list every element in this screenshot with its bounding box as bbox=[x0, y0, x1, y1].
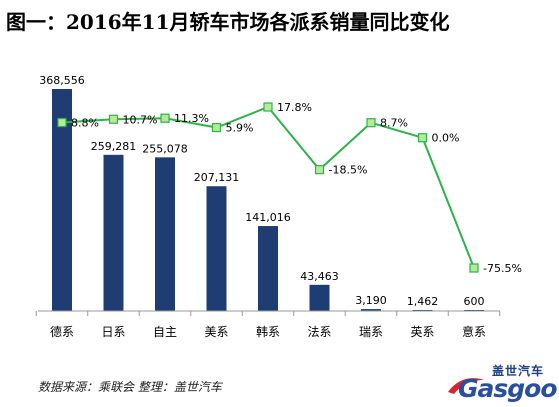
category-label: 美系 bbox=[204, 325, 228, 339]
bar-value-labels: 368,556 259,281 255,078 207,131 141,016 43,46… bbox=[39, 74, 484, 308]
bar-value-label: 600 bbox=[464, 295, 485, 308]
category-label: 自主 bbox=[153, 325, 177, 339]
logo-text: Gasgoo bbox=[458, 374, 558, 403]
growth-label: 11.3% bbox=[174, 112, 209, 125]
bar bbox=[103, 154, 124, 311]
x-axis-ticks bbox=[35, 311, 501, 316]
growth-marker bbox=[160, 113, 170, 123]
bar bbox=[155, 157, 175, 311]
growth-label: 8.8% bbox=[71, 117, 99, 130]
bar bbox=[206, 186, 227, 311]
bar-value-label: 43,463 bbox=[300, 270, 339, 283]
growth-marker bbox=[417, 133, 428, 143]
logo-cn-text: 盖世汽车 bbox=[492, 364, 545, 378]
bar-value-label: 207,131 bbox=[194, 171, 240, 184]
growth-label: 5.9% bbox=[226, 122, 254, 135]
bar-value-label: 368,556 bbox=[39, 74, 85, 87]
growth-label: 0.0% bbox=[432, 132, 460, 145]
gasgoo-logo: 盖世汽车 Gasgoo bbox=[446, 362, 558, 404]
growth-marker bbox=[263, 102, 273, 112]
category-label: 德系 bbox=[50, 324, 74, 339]
category-label: 意系 bbox=[462, 324, 486, 339]
category-label: 日系 bbox=[101, 325, 125, 339]
bar bbox=[309, 284, 330, 311]
logo-swoosh-icon bbox=[448, 378, 484, 394]
bar bbox=[258, 226, 278, 311]
growth-labels: 8.8% 10.7% 11.3% 5.9% 17.8% -18.5% 8.7% 0.0% -75… bbox=[71, 101, 522, 275]
page-title: 图一：2016年11月轿车市场各派系销量同比变化 bbox=[6, 10, 450, 34]
growth-label: 10.7% bbox=[123, 113, 158, 126]
growth-marker bbox=[108, 114, 119, 124]
bar-value-label: 3,190 bbox=[355, 294, 387, 307]
growth-label: 8.7% bbox=[380, 117, 408, 130]
bar-value-label: 255,078 bbox=[142, 142, 188, 155]
bar-value-label: 259,281 bbox=[91, 140, 137, 153]
growth-label: -75.5% bbox=[483, 262, 522, 275]
growth-marker bbox=[366, 118, 376, 128]
growth-markers bbox=[57, 102, 479, 273]
category-label: 英系 bbox=[410, 325, 434, 339]
bar-value-label: 1,462 bbox=[407, 295, 439, 308]
category-label: 法系 bbox=[307, 325, 331, 339]
chart: 368,556 259,281 255,078 207,131 141,016 43,46… bbox=[35, 74, 522, 339]
growth-label: 17.8% bbox=[277, 101, 312, 114]
category-labels: 德系 日系 自主 美系 韩系 法系 瑞系 英系 意系 bbox=[50, 324, 486, 339]
growth-marker bbox=[314, 165, 325, 175]
bar-value-label: 141,016 bbox=[245, 211, 291, 224]
source-note: 数据来源：乘联会 整理：盖世汽车 bbox=[38, 380, 222, 394]
bars-layer bbox=[52, 89, 484, 311]
growth-marker bbox=[469, 263, 479, 273]
category-label: 瑞系 bbox=[359, 325, 383, 339]
growth-marker bbox=[57, 117, 67, 128]
category-label: 韩系 bbox=[256, 324, 280, 339]
growth-marker bbox=[211, 122, 222, 133]
bar bbox=[361, 309, 381, 311]
bar bbox=[52, 89, 72, 311]
growth-label: -18.5% bbox=[329, 164, 368, 177]
